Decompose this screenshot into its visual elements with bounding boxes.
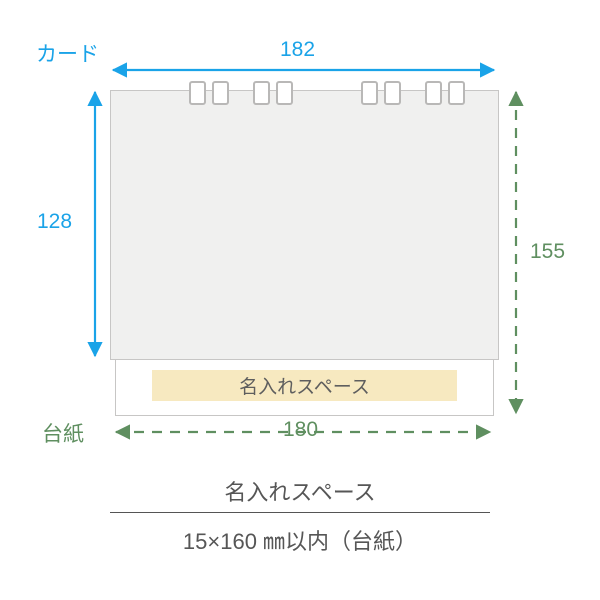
diagram-stage: カード 台紙 182 128 155 180 名入れスペース xyxy=(0,0,600,600)
footer-title: 名入れスペース xyxy=(0,475,600,507)
footer-rule xyxy=(110,512,490,513)
dimension-lines xyxy=(0,0,600,470)
footer-sub: 15×160 ㎜以内（台紙） xyxy=(0,524,600,556)
